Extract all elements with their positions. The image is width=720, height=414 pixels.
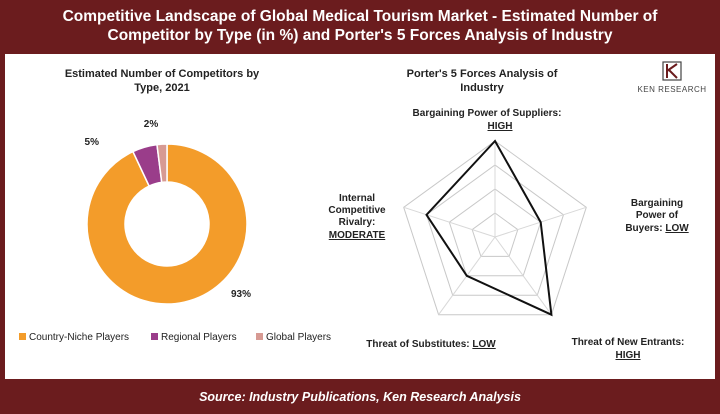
donut-title-line2: Type, 2021: [134, 82, 189, 94]
legend-swatch-regional: [151, 333, 158, 340]
radar-grid-ring-3: [425, 164, 565, 296]
donut-chart: [86, 143, 248, 305]
donut-legend: Country-Niche Players Regional Players G…: [19, 332, 331, 343]
legend-swatch-country-niche: [19, 333, 26, 340]
donut-title-line1: Estimated Number of Competitors by: [65, 68, 260, 80]
axis-rating-buyers: LOW: [665, 223, 689, 234]
legend-label-country-niche: Country-Niche Players: [29, 332, 129, 343]
radar-title-line1: Porter's 5 Forces Analysis of: [407, 68, 558, 80]
axis-label-new-entrants: Threat of New Entrants:: [572, 337, 685, 348]
chart-panel: Estimated Number of Competitors by Type,…: [5, 54, 715, 379]
radar-grid-ring-1: [471, 212, 519, 257]
chart-canvas: Estimated Number of Competitors by Type,…: [19, 61, 706, 361]
axis-label-buyers-3: Buyers: LOW: [625, 223, 689, 234]
donut-slice-global: [156, 143, 168, 184]
logo-text: KEN RESEARCH: [637, 85, 706, 94]
logo-k-icon: [666, 63, 678, 79]
value-label-country-niche: 93%: [231, 289, 251, 300]
radar-title-line2: Industry: [460, 82, 504, 94]
axis-label-rivalry-1: Internal: [339, 193, 375, 204]
value-label-global: 2%: [144, 119, 159, 130]
radar-axis-labels: Bargaining Power of Suppliers: HIGH Barg…: [328, 108, 689, 361]
header: Competitive Landscape of Global Medical …: [0, 0, 720, 52]
radar-grid-ring-2: [448, 188, 542, 277]
legend-label-global: Global Players: [266, 332, 331, 343]
value-label-regional: 5%: [85, 137, 100, 148]
legend-label-regional: Regional Players: [161, 332, 237, 343]
axis-rating-substitutes: LOW: [472, 339, 496, 350]
axis-label-buyers-1: Bargaining: [631, 198, 683, 209]
donut-value-labels: 93% 5% 2%: [85, 119, 252, 300]
axis-label-rivalry-3: Rivalry:: [339, 217, 376, 228]
radar-spoke-5: [403, 206, 496, 238]
footer: Source: Industry Publications, Ken Resea…: [0, 383, 720, 411]
page-title: Competitive Landscape of Global Medical …: [62, 8, 658, 44]
logo-mark-icon: [662, 61, 682, 81]
axis-rating-rivalry: MODERATE: [329, 230, 386, 241]
source-note: Source: Industry Publications, Ken Resea…: [199, 390, 521, 404]
axis-label-buyers-2: Power of: [636, 210, 679, 221]
radar-grid-ring-4: [403, 140, 587, 316]
axis-label-substitutes: Threat of Substitutes: LOW: [366, 339, 496, 350]
radar-series: [425, 139, 553, 317]
axis-rating-suppliers: HIGH: [488, 121, 513, 132]
donut-slice-country-niche: [86, 143, 248, 305]
axis-rating-new-entrants: HIGH: [616, 350, 641, 361]
ken-research-logo: KEN RESEARCH: [637, 61, 706, 94]
radar-spoke-3: [494, 236, 552, 315]
axis-label-suppliers: Bargaining Power of Suppliers:: [413, 108, 562, 119]
legend-swatch-global: [256, 333, 263, 340]
axis-label-rivalry-2: Competitive: [328, 205, 386, 216]
